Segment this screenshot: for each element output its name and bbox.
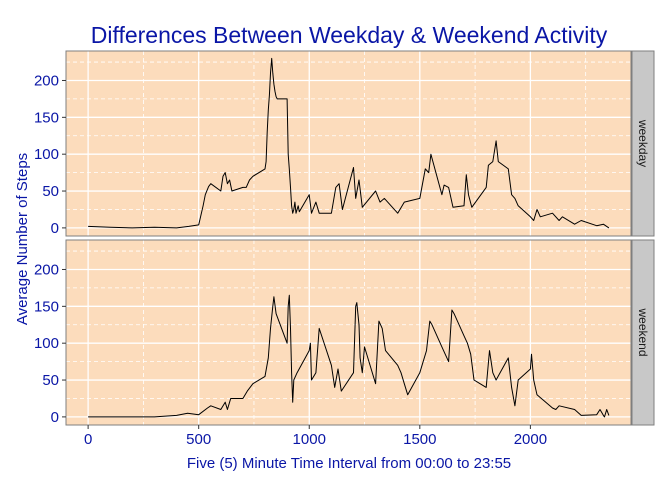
facet-strip <box>631 50 655 237</box>
x-tick-label: 2000 <box>514 431 547 448</box>
y-tick-label: 0 <box>51 409 59 426</box>
panel-border <box>65 239 632 426</box>
panel-weekend: 0 50 100 150 200 weekend <box>34 239 655 426</box>
facet-strip-label: weekend <box>636 307 650 356</box>
y-tick-label: 200 <box>34 72 59 89</box>
y-tick-label: 50 <box>42 183 59 200</box>
x-axis: 0 500 1000 1500 2000 <box>84 425 547 448</box>
y-tick-label: 200 <box>34 261 59 278</box>
x-tick-label: 0 <box>84 431 92 448</box>
panel-border <box>65 50 632 237</box>
y-tick-label: 0 <box>51 220 59 237</box>
panel-background <box>66 51 631 236</box>
x-axis-title: Five (5) Minute Time Interval from 00:00… <box>187 455 511 472</box>
panel-weekday: 0 50 100 150 200 weekday <box>34 50 655 237</box>
panel-background <box>66 240 631 425</box>
y-tick-label: 100 <box>34 335 59 352</box>
y-tick-label: 150 <box>34 109 59 126</box>
y-tick-label: 150 <box>34 298 59 315</box>
series-line-weekend <box>88 294 610 418</box>
y-tick-label: 100 <box>34 146 59 163</box>
x-tick-label: 1000 <box>293 431 326 448</box>
series-line-weekday <box>88 57 610 229</box>
facet-strip <box>631 239 655 426</box>
y-axis-title: Average Number of Steps <box>14 153 31 325</box>
x-tick-label: 1500 <box>403 431 436 448</box>
y-tick-label: 50 <box>42 372 59 389</box>
facet-panels: 0 50 100 150 200 weekday 0 50 100 150 200 weekend <box>34 50 655 426</box>
facet-strip-label: weekday <box>636 119 650 167</box>
x-tick-label: 500 <box>186 431 211 448</box>
chart-title: Differences Between Weekday & Weekend Ac… <box>91 22 608 48</box>
